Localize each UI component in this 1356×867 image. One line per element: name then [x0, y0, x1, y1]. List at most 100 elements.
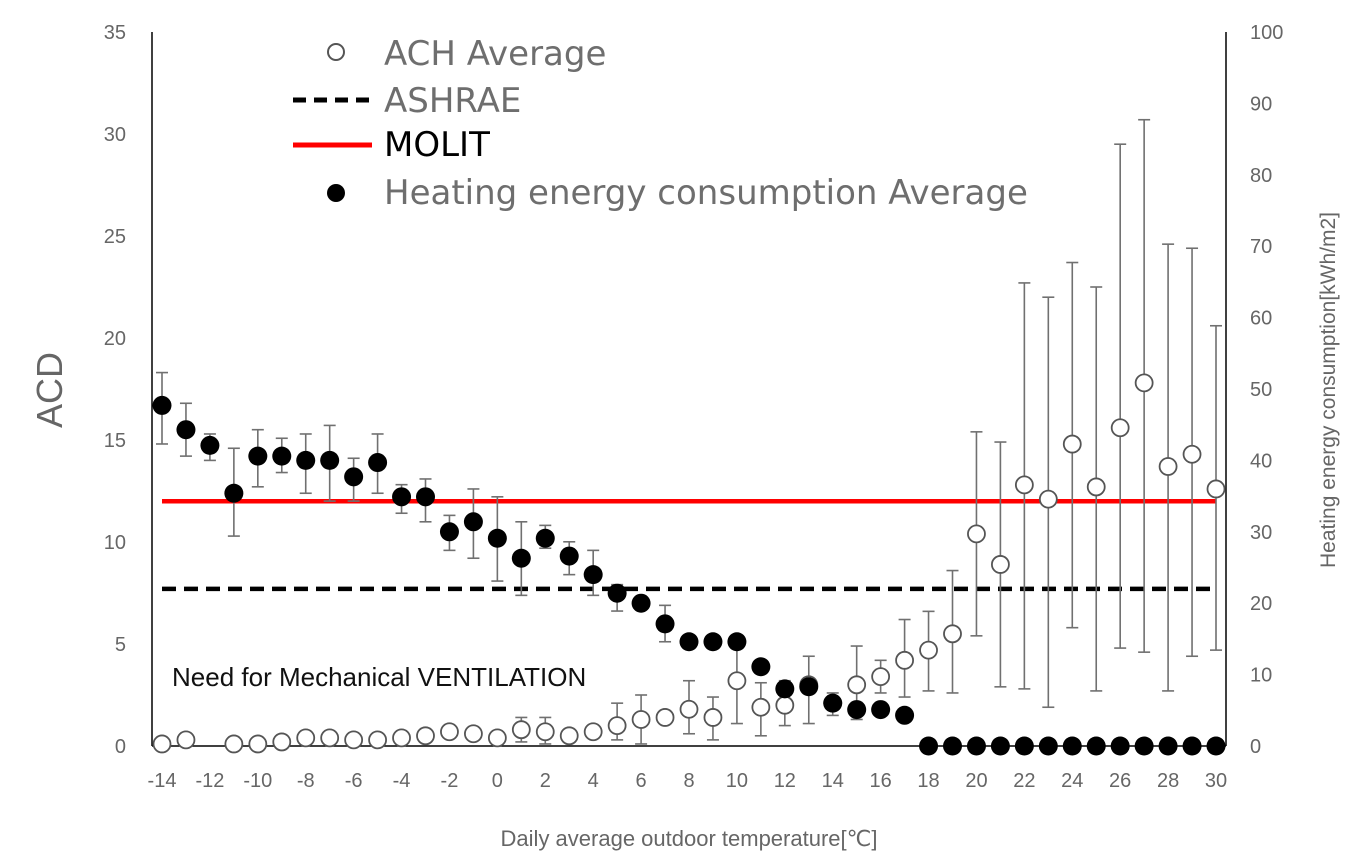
x-tick-label: -8	[297, 770, 315, 792]
heating-point	[344, 467, 364, 487]
heating-point	[727, 632, 747, 652]
ach-point	[511, 720, 531, 740]
ach-point	[248, 734, 268, 754]
heating-point	[679, 632, 699, 652]
x-axis-title: Daily average outdoor temperature[℃]	[501, 826, 878, 851]
y2-tick-label: 80	[1250, 165, 1272, 187]
ach-point	[775, 695, 795, 715]
heating-point	[823, 693, 843, 713]
heating-point	[224, 483, 244, 503]
legend-heating-marker	[327, 184, 345, 202]
x-tick-label: 16	[870, 770, 892, 792]
ach-point	[919, 640, 938, 660]
x-tick-label: 22	[1013, 770, 1035, 792]
legend-heating-label: Heating energy consumption Average	[384, 173, 1028, 213]
x-tick-label: 12	[774, 770, 796, 792]
heating-point	[176, 420, 196, 440]
y-tick-label: 25	[104, 226, 126, 248]
x-tick-label: 26	[1109, 770, 1131, 792]
heating-point	[439, 522, 459, 542]
heating-point	[535, 528, 555, 548]
x-tick-label: 20	[965, 770, 987, 792]
ach-point	[176, 730, 196, 750]
ach-point	[535, 722, 555, 742]
heating-point	[511, 548, 531, 568]
y2-tick-label: 30	[1250, 522, 1272, 544]
y-tick-label: 30	[104, 124, 126, 146]
x-axis-ticks: -14 -12 -10 -8 -6 -4 -2 0 2 4 6 8 10 12 14 16 18 20 22 24 26…	[148, 770, 1228, 792]
ach-point	[607, 716, 627, 735]
heating-point	[775, 679, 795, 699]
legend-molit-label: MOLIT	[384, 125, 490, 165]
x-tick-label: 18	[917, 770, 939, 792]
ach-point	[583, 722, 603, 742]
ach-point	[320, 728, 340, 748]
legend-ach-marker	[327, 43, 345, 61]
ach-point	[1158, 457, 1178, 476]
y2-tick-label: 10	[1250, 665, 1272, 687]
x-tick-label: -2	[441, 770, 459, 792]
x-tick-label: 28	[1157, 770, 1179, 792]
heating-point	[1038, 736, 1058, 756]
ach-point	[1038, 489, 1058, 509]
heating-point	[799, 677, 819, 697]
ach-point	[487, 728, 507, 748]
ach-point	[1110, 418, 1130, 438]
heating-point	[655, 614, 675, 634]
x-tick-label: -4	[393, 770, 411, 792]
y2-tick-label: 20	[1250, 593, 1272, 615]
heating-point	[1134, 736, 1154, 756]
heating-point	[1182, 736, 1202, 756]
y-tick-label: 0	[115, 736, 126, 758]
mechanical-ventilation-annotation: Need for Mechanical VENTILATION	[172, 662, 586, 692]
heating-point	[607, 583, 627, 603]
legend-ashrae-label: ASHRAE	[384, 81, 521, 121]
y-axis-title: ACD	[29, 352, 70, 428]
x-tick-label: -12	[195, 770, 224, 792]
y2-tick-label: 0	[1250, 736, 1261, 758]
ach-point	[991, 555, 1010, 574]
y2-axis-title: Heating energy consumption[kWh/m2]	[1317, 212, 1340, 568]
x-tick-label: 24	[1061, 770, 1083, 792]
heating-point	[871, 700, 891, 720]
x-tick-label: 8	[683, 770, 694, 792]
legend: ACH Average ASHRAE MOLIT Heating energy …	[293, 34, 1028, 213]
ach-point	[703, 708, 723, 727]
ach-point	[559, 726, 579, 746]
ach-point	[1086, 477, 1106, 497]
heating-point	[392, 487, 412, 507]
heating-point	[463, 512, 483, 532]
x-tick-label: 6	[636, 770, 647, 792]
heating-point	[559, 546, 579, 566]
ach-point	[1206, 479, 1226, 499]
y-tick-label: 10	[104, 532, 126, 554]
y-tick-label: 15	[104, 430, 126, 452]
ach-point	[943, 624, 962, 644]
heating-point	[847, 700, 867, 720]
y2-tick-label: 70	[1250, 236, 1272, 258]
y-tick-label: 5	[115, 634, 126, 656]
heating-point	[895, 705, 915, 725]
y-tick-label: 20	[104, 328, 126, 350]
heating-point	[703, 632, 723, 652]
heating-point	[966, 736, 986, 756]
heating-point	[919, 736, 939, 756]
x-tick-label: 10	[726, 770, 748, 792]
ach-point	[727, 671, 747, 691]
ach-point	[631, 710, 651, 729]
heating-point	[1206, 736, 1226, 756]
x-tick-label: 2	[540, 770, 551, 792]
heating-point	[152, 395, 172, 415]
y2-tick-label: 100	[1250, 22, 1283, 44]
heating-point	[487, 528, 507, 548]
heating-point	[1110, 736, 1130, 756]
x-tick-label: 14	[822, 770, 844, 792]
y2-tick-label: 40	[1250, 450, 1272, 472]
x-tick-label: -10	[243, 770, 272, 792]
ach-point	[296, 728, 316, 748]
heating-point	[320, 450, 340, 470]
x-tick-label: 0	[492, 770, 503, 792]
ach-point	[751, 697, 771, 717]
y2-tick-label: 50	[1250, 379, 1272, 401]
